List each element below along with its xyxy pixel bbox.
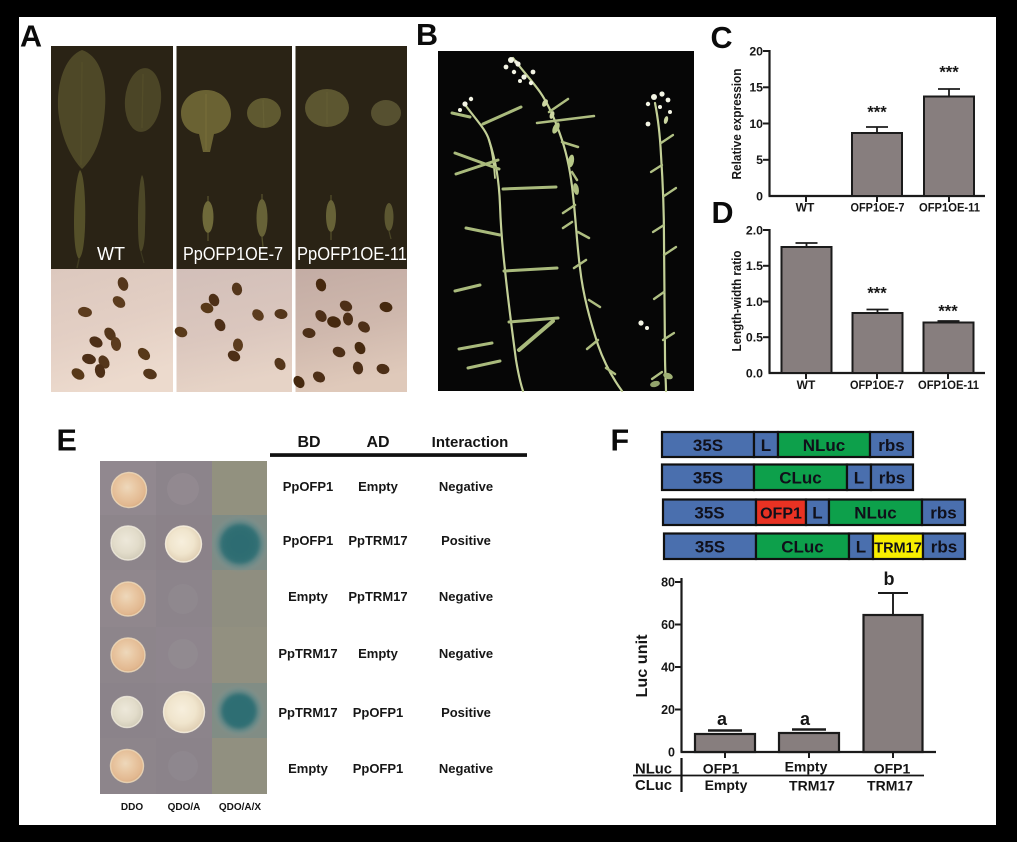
svg-text:DDO: DDO [121, 802, 143, 813]
svg-text:0.0: 0.0 [746, 366, 763, 380]
svg-text:Empty: Empty [288, 589, 329, 604]
svg-text:80: 80 [661, 576, 675, 590]
svg-text:NLuc: NLuc [803, 436, 846, 455]
svg-text:OFP1: OFP1 [703, 761, 740, 777]
svg-text:Empty: Empty [358, 646, 399, 661]
svg-text:PpTRM17: PpTRM17 [348, 533, 407, 548]
svg-text:***: *** [939, 64, 959, 82]
svg-text:L: L [854, 469, 864, 488]
svg-text:QDO/A: QDO/A [168, 802, 201, 813]
svg-text:b: b [884, 569, 895, 589]
svg-text:Negative: Negative [439, 589, 493, 604]
svg-text:2.0: 2.0 [746, 223, 763, 237]
svg-text:L: L [856, 538, 866, 557]
svg-text:10: 10 [749, 117, 763, 131]
svg-text:PpOFP1: PpOFP1 [283, 533, 334, 548]
svg-text:L: L [812, 504, 822, 523]
svg-text:rbs: rbs [879, 469, 905, 488]
svg-text:Positive: Positive [441, 533, 491, 548]
svg-text:OFP1: OFP1 [760, 506, 802, 523]
svg-text:PpTRM17: PpTRM17 [278, 705, 337, 720]
svg-text:F: F [611, 424, 630, 458]
svg-text:Empty: Empty [288, 761, 329, 776]
svg-text:PpOFP1: PpOFP1 [353, 705, 404, 720]
svg-text:Length-width ratio: Length-width ratio [730, 250, 744, 351]
svg-text:TRM17: TRM17 [874, 541, 922, 557]
svg-text:D: D [712, 196, 734, 230]
svg-text:a: a [800, 709, 811, 729]
svg-text:35S: 35S [694, 504, 724, 523]
svg-text:0: 0 [668, 746, 675, 760]
svg-text:PpOFP1OE-11: PpOFP1OE-11 [297, 244, 407, 264]
svg-text:TRM17: TRM17 [867, 778, 913, 794]
svg-text:CLuc: CLuc [779, 469, 822, 488]
svg-text:OFP1OE-11: OFP1OE-11 [918, 378, 979, 392]
svg-text:rbs: rbs [931, 538, 957, 557]
svg-text:20: 20 [661, 703, 675, 717]
svg-text:L: L [761, 436, 771, 455]
svg-text:Empty: Empty [705, 777, 748, 793]
svg-text:PpTRM17: PpTRM17 [278, 646, 337, 661]
svg-text:E: E [57, 424, 77, 458]
svg-text:Negative: Negative [439, 761, 493, 776]
svg-text:A: A [20, 20, 42, 54]
svg-text:Positive: Positive [441, 705, 491, 720]
svg-text:0: 0 [756, 189, 763, 203]
svg-text:Relative expression: Relative expression [730, 69, 744, 180]
svg-text:BD: BD [297, 434, 320, 451]
svg-text:Negative: Negative [439, 646, 493, 661]
svg-text:a: a [717, 709, 728, 729]
svg-text:20: 20 [749, 44, 763, 58]
svg-text:PpTRM17: PpTRM17 [348, 589, 407, 604]
svg-text:PpOFP1: PpOFP1 [353, 761, 404, 776]
svg-text:Luc unit: Luc unit [634, 635, 651, 698]
svg-text:***: *** [938, 303, 958, 321]
svg-text:WT: WT [797, 378, 816, 392]
svg-text:OFP1OE-7: OFP1OE-7 [851, 201, 905, 215]
svg-text:40: 40 [661, 661, 675, 675]
svg-text:NLuc: NLuc [854, 504, 897, 523]
svg-text:C: C [711, 21, 733, 55]
svg-text:Empty: Empty [785, 759, 828, 775]
svg-text:NLuc: NLuc [635, 761, 672, 778]
svg-text:OFP1OE-11: OFP1OE-11 [919, 201, 980, 215]
svg-text:CLuc: CLuc [781, 538, 824, 557]
svg-text:PpOFP1OE-7: PpOFP1OE-7 [183, 244, 283, 264]
svg-text:***: *** [867, 285, 887, 303]
svg-text:WT: WT [796, 201, 815, 215]
svg-text:0.5: 0.5 [746, 331, 763, 345]
svg-text:rbs: rbs [930, 504, 956, 523]
svg-text:OFP1OE-7: OFP1OE-7 [850, 378, 904, 392]
svg-text:B: B [416, 18, 438, 52]
svg-text:35S: 35S [693, 436, 723, 455]
svg-text:1.5: 1.5 [746, 259, 763, 273]
svg-text:rbs: rbs [878, 436, 904, 455]
svg-text:35S: 35S [693, 469, 723, 488]
svg-text:CLuc: CLuc [635, 777, 672, 794]
svg-text:60: 60 [661, 618, 675, 632]
svg-text:Negative: Negative [439, 479, 493, 494]
svg-text:TRM17: TRM17 [789, 778, 835, 794]
svg-text:QDO/A/X: QDO/A/X [219, 802, 262, 813]
svg-text:35S: 35S [695, 538, 725, 557]
svg-text:Interaction: Interaction [432, 434, 509, 451]
svg-text:15: 15 [749, 81, 763, 95]
svg-text:5: 5 [756, 153, 763, 167]
svg-text:PpOFP1: PpOFP1 [283, 479, 334, 494]
svg-text:OFP1: OFP1 [874, 761, 911, 777]
svg-text:AD: AD [366, 434, 389, 451]
svg-text:***: *** [867, 104, 887, 122]
svg-text:WT: WT [97, 244, 125, 264]
svg-text:1.0: 1.0 [746, 295, 763, 309]
svg-text:Empty: Empty [358, 479, 399, 494]
